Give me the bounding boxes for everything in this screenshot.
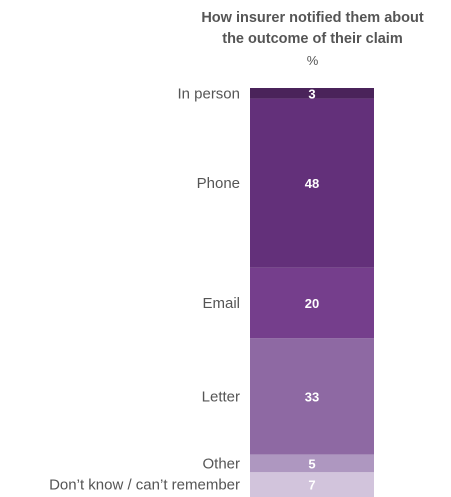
chart-title: How insurer notified them about the outc… [160, 8, 451, 50]
value-label-letter: 33 [305, 390, 319, 405]
value-labels: 3 48 20 33 5 7 [305, 86, 319, 492]
category-label-phone: Phone [197, 175, 240, 192]
category-label-letter: Letter [202, 389, 240, 406]
category-label-in-person: In person [177, 85, 240, 102]
bar-segment-email [250, 267, 374, 339]
value-label-in-person: 3 [308, 86, 315, 101]
value-label-don-t-know-can-t-remember: 7 [308, 478, 315, 493]
chart-unit-label: % [306, 53, 319, 68]
category-label-email: Email [202, 295, 240, 312]
bar-segment-in-person [250, 88, 374, 99]
category-label-other: Other [202, 456, 240, 473]
chart-title-line-1: How insurer notified them about [201, 10, 424, 26]
category-labels: In person Phone Email Letter Other Don’t know… [49, 85, 240, 493]
bar-segment-letter [250, 338, 374, 455]
chart-title-line-2: the outcome of their claim [222, 31, 403, 47]
value-label-phone: 48 [305, 176, 319, 191]
category-label-don-t-know-can-t-remember: Don’t know / can’t remember [49, 477, 240, 494]
bar-segment-don-t-know-can-t-remember [250, 472, 374, 497]
bar-segment-phone [250, 98, 374, 268]
value-label-other: 5 [308, 457, 315, 472]
bar-segments [250, 88, 374, 497]
bar-segment-other [250, 454, 374, 473]
value-label-email: 20 [305, 296, 319, 311]
